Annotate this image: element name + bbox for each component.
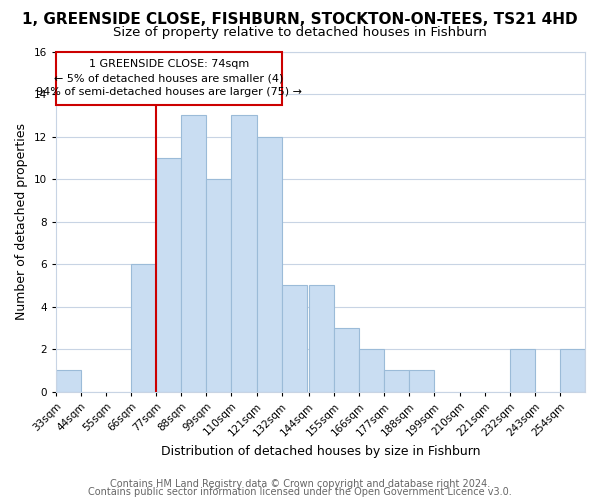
Bar — [281, 286, 307, 392]
Bar — [56, 52, 281, 104]
Y-axis label: Number of detached properties: Number of detached properties — [15, 123, 28, 320]
Bar — [181, 116, 206, 392]
Bar — [156, 158, 181, 392]
Text: Size of property relative to detached houses in Fishburn: Size of property relative to detached ho… — [113, 26, 487, 39]
Text: Contains HM Land Registry data © Crown copyright and database right 2024.: Contains HM Land Registry data © Crown c… — [110, 479, 490, 489]
Text: 1 GREENSIDE CLOSE: 74sqm
← 5% of detached houses are smaller (4)
94% of semi-det: 1 GREENSIDE CLOSE: 74sqm ← 5% of detache… — [36, 59, 302, 97]
Text: 1, GREENSIDE CLOSE, FISHBURN, STOCKTON-ON-TEES, TS21 4HD: 1, GREENSIDE CLOSE, FISHBURN, STOCKTON-O… — [22, 12, 578, 28]
Bar — [309, 286, 334, 392]
Bar — [232, 116, 257, 392]
Bar — [510, 349, 535, 392]
Bar — [206, 179, 232, 392]
X-axis label: Distribution of detached houses by size in Fishburn: Distribution of detached houses by size … — [161, 444, 480, 458]
Bar — [409, 370, 434, 392]
Bar — [334, 328, 359, 392]
Bar — [257, 136, 281, 392]
Bar — [56, 370, 81, 392]
Text: Contains public sector information licensed under the Open Government Licence v3: Contains public sector information licen… — [88, 487, 512, 497]
Bar — [384, 370, 409, 392]
Bar — [359, 349, 384, 392]
Bar — [560, 349, 585, 392]
Bar — [131, 264, 156, 392]
